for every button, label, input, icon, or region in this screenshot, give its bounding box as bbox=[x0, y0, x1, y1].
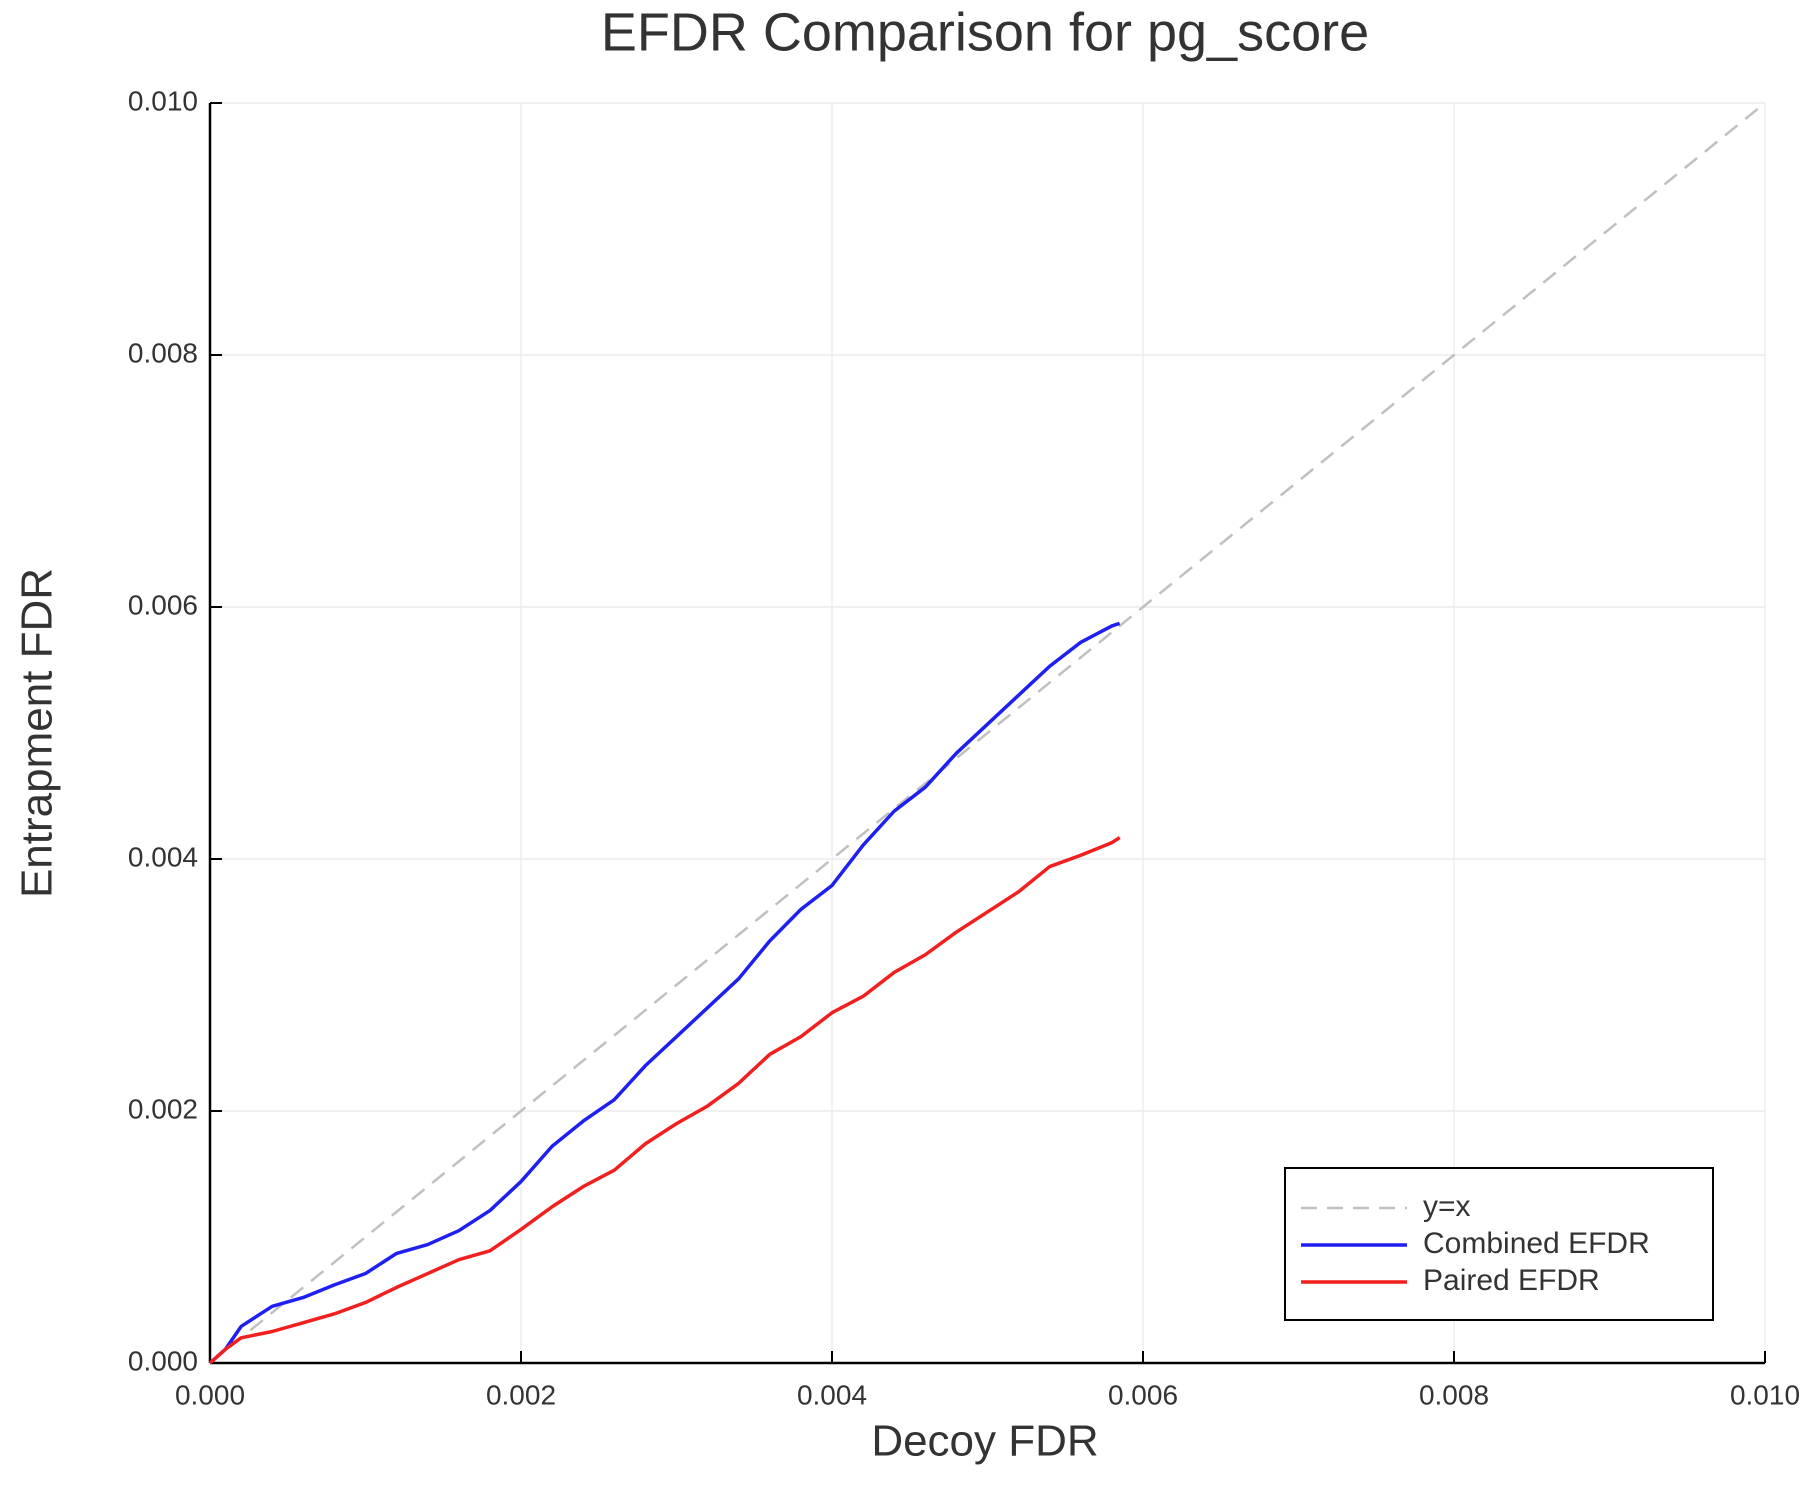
x-tick-label: 0.002 bbox=[486, 1379, 556, 1410]
legend-label: Paired EFDR bbox=[1423, 1264, 1600, 1297]
legend-label: y=x bbox=[1423, 1190, 1471, 1223]
x-tick-label: 0.008 bbox=[1419, 1379, 1489, 1410]
y-tick-label: 0.006 bbox=[128, 589, 198, 620]
chart-title: EFDR Comparison for pg_score bbox=[601, 2, 1369, 62]
legend-label: Combined EFDR bbox=[1423, 1227, 1650, 1260]
y-tick-label: 0.008 bbox=[128, 337, 198, 368]
y-axis-title: Entrapment FDR bbox=[13, 568, 62, 898]
x-tick-label: 0.006 bbox=[1108, 1379, 1178, 1410]
series-line bbox=[209, 102, 1766, 1364]
x-tick-label: 0.004 bbox=[797, 1379, 867, 1410]
y-tick-label: 0.004 bbox=[128, 841, 198, 872]
y-tick-label: 0.010 bbox=[128, 85, 198, 116]
series-line bbox=[208, 621, 1121, 1365]
x-tick-label: 0.010 bbox=[1730, 1379, 1800, 1410]
y-tick-label: 0.002 bbox=[128, 1093, 198, 1124]
series-line bbox=[208, 836, 1121, 1365]
x-tick-label: 0.000 bbox=[175, 1379, 245, 1410]
legend: y=x Combined EFDR Paired EFDR bbox=[1284, 1167, 1714, 1321]
y-tick-label: 0.000 bbox=[128, 1345, 198, 1376]
x-axis-title: Decoy FDR bbox=[871, 1417, 1098, 1466]
